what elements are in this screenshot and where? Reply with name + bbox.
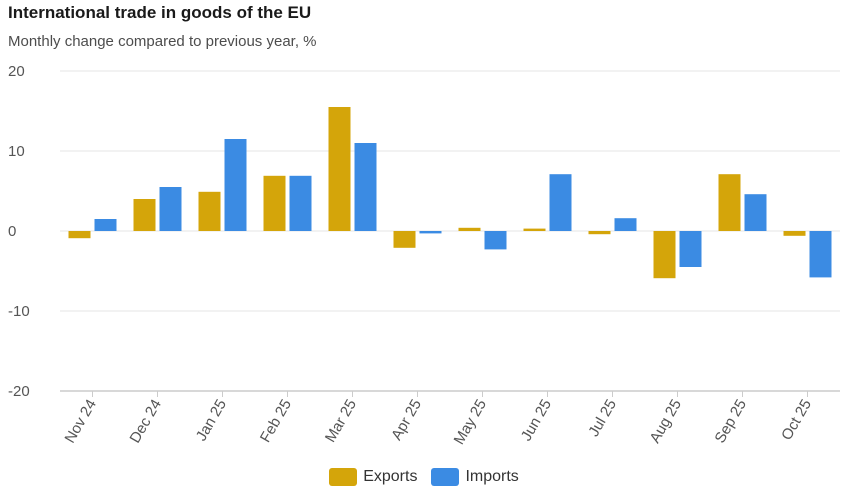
bar-imports — [484, 231, 507, 250]
bar-exports — [393, 231, 416, 248]
x-tick-label: Dec 24 — [126, 397, 164, 447]
legend-label-exports: Exports — [363, 468, 418, 485]
bar-imports — [159, 187, 182, 231]
bar-imports — [289, 175, 312, 231]
chart-title: International trade in goods of the EU — [8, 3, 312, 22]
bar-exports — [588, 231, 611, 235]
y-tick-label: 20 — [8, 63, 25, 80]
x-tick-label: Nov 24 — [61, 397, 99, 447]
y-tick-label: -20 — [8, 383, 30, 400]
x-tick-label: Sep 25 — [711, 397, 749, 447]
x-tick-label: Jan 25 — [193, 397, 230, 445]
bar-imports — [224, 139, 247, 231]
bar-exports — [718, 174, 741, 231]
legend-item-exports[interactable]: Exports — [329, 468, 417, 486]
x-tick-label: Mar 25 — [322, 397, 360, 446]
bar-imports — [549, 174, 572, 231]
bar-imports — [94, 219, 117, 231]
x-tick-label: Apr 25 — [388, 397, 425, 444]
bar-imports — [679, 231, 702, 267]
bar-exports — [653, 231, 676, 279]
bar-exports — [68, 231, 91, 239]
bar-imports — [614, 218, 637, 231]
bar-exports — [523, 228, 546, 231]
legend-label-imports: Imports — [465, 468, 519, 485]
bar-imports — [354, 143, 377, 231]
x-tick-label: Oct 25 — [778, 397, 815, 444]
legend-item-imports[interactable]: Imports — [431, 468, 519, 486]
bar-exports — [328, 107, 351, 231]
bar-imports — [809, 231, 832, 278]
x-tick-label: Aug 25 — [646, 397, 684, 447]
bar-exports — [458, 227, 481, 231]
bar-imports — [419, 231, 442, 234]
legend-swatch-exports — [329, 468, 358, 486]
bar-exports — [783, 231, 806, 236]
legend-swatch-imports — [431, 468, 460, 486]
chart-subtitle: Monthly change compared to previous year… — [8, 33, 317, 50]
y-tick-label: 10 — [8, 143, 25, 160]
bar-imports — [744, 194, 767, 231]
x-tick-label: Jul 25 — [585, 397, 620, 440]
y-tick-label: -10 — [8, 303, 30, 320]
x-tick-label: Jun 25 — [518, 397, 555, 445]
bar-exports — [133, 199, 156, 231]
x-tick-label: May 25 — [451, 397, 490, 448]
bar-exports — [263, 175, 286, 231]
x-tick-label: Feb 25 — [257, 397, 295, 446]
y-tick-label: 0 — [8, 223, 16, 240]
legend: Exports Imports — [0, 468, 848, 486]
bar-exports — [198, 191, 221, 231]
